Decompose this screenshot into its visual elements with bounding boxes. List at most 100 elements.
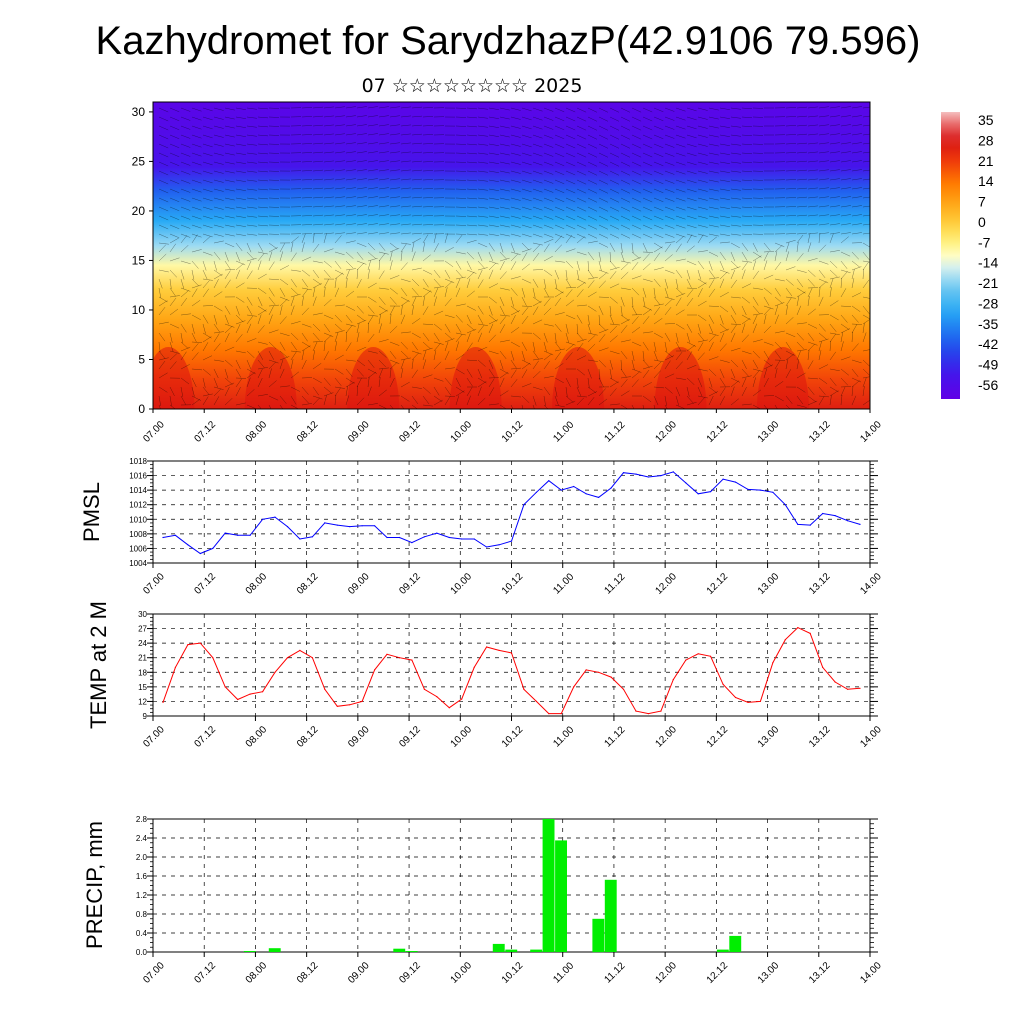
wind-barb [774, 381, 784, 388]
wind-barb [191, 224, 202, 229]
wind-barb [235, 179, 246, 182]
wind-barb [499, 314, 510, 317]
wind-barb [411, 318, 421, 325]
wind-barb [576, 179, 587, 185]
wind-barb [818, 386, 826, 395]
wind-barb [785, 206, 797, 208]
data-point [772, 491, 774, 493]
wind-barb [862, 260, 870, 263]
wind-barb [840, 151, 851, 154]
wind-barb [422, 134, 434, 136]
wind-barb [158, 386, 168, 393]
wind-barb [411, 296, 417, 307]
x-tick-label: 07.12 [193, 960, 219, 986]
wind-barb [345, 214, 356, 217]
wind-barb [686, 287, 698, 289]
wind-barb [202, 368, 211, 376]
wind-barb [488, 377, 500, 379]
wind-barb [565, 233, 576, 239]
wind-barb [444, 233, 448, 244]
wind-barb [334, 269, 345, 275]
wind-barb [202, 396, 209, 406]
wind-barb [818, 169, 829, 172]
wind-barb [675, 188, 686, 193]
wind-barb [675, 206, 686, 211]
wind-barb [631, 404, 635, 409]
wind-barb [686, 233, 697, 238]
wind-barb [422, 350, 427, 361]
wind-barb [532, 358, 543, 361]
wind-barb [587, 125, 598, 131]
wind-barb [741, 206, 753, 209]
wind-barb [499, 152, 510, 156]
wind-barb [213, 305, 223, 312]
wind-barb [851, 115, 862, 118]
wind-barb [169, 107, 180, 113]
wind-barb [719, 271, 728, 280]
wind-barb [180, 364, 190, 370]
wind-barb [169, 308, 179, 316]
wind-barb [257, 359, 265, 368]
wind-barb [664, 306, 672, 316]
wind-barb [686, 143, 697, 148]
data-point [187, 544, 189, 546]
wind-barb [356, 346, 367, 352]
wind-barb [653, 386, 665, 389]
wind-barb [708, 152, 719, 156]
wind-barb [741, 251, 748, 261]
wind-barb [686, 260, 697, 266]
wind-barb [818, 232, 829, 235]
wind-barb [521, 287, 526, 298]
wind-barb [378, 377, 381, 388]
wind-barb [510, 404, 514, 409]
wind-barb [642, 359, 650, 368]
wind-barb [532, 319, 543, 325]
wind-barb [235, 323, 241, 334]
wind-barb [400, 232, 411, 235]
wind-barb [411, 341, 418, 351]
wind-barb [279, 395, 287, 404]
wind-barb [620, 197, 631, 203]
wind-barb [851, 324, 858, 334]
data-point [560, 713, 562, 715]
wind-barb [565, 170, 576, 176]
data-point [523, 688, 525, 690]
wind-barb [312, 178, 324, 181]
wind-barb [202, 280, 210, 289]
wind-barb [587, 107, 598, 113]
wind-barb [554, 143, 565, 149]
wind-barb [323, 287, 326, 298]
wind-barb [829, 340, 832, 352]
wind-barb [202, 323, 206, 334]
wind-barb [433, 286, 444, 289]
wind-barb [730, 347, 741, 352]
wind-barb [455, 278, 461, 289]
y-tick-label: 2.0 [136, 853, 148, 862]
wind-barb [356, 278, 362, 289]
wind-barb [477, 143, 488, 146]
wind-barb [719, 241, 730, 244]
wind-barb [686, 206, 697, 211]
wind-barb [719, 188, 730, 191]
wind-barb [532, 269, 544, 271]
data-point [448, 707, 450, 709]
wind-barb [246, 143, 257, 146]
wind-barb [730, 251, 736, 262]
wind-barb [235, 188, 246, 191]
wind-barb [191, 143, 202, 148]
wind-barb [708, 206, 719, 210]
wind-barb [620, 319, 630, 325]
wind-barb [774, 330, 785, 334]
wind-barb [400, 251, 403, 262]
wind-barb [818, 281, 827, 289]
wind-barb [796, 196, 808, 199]
wind-barb [840, 196, 851, 199]
wind-barb [301, 345, 311, 352]
wind-barb [840, 394, 843, 406]
wind-barb [367, 205, 378, 208]
wind-barb [818, 332, 827, 340]
wind-barb [345, 178, 356, 181]
wind-barb [356, 133, 367, 136]
wind-barb [752, 260, 757, 271]
wind-barb [642, 233, 653, 239]
